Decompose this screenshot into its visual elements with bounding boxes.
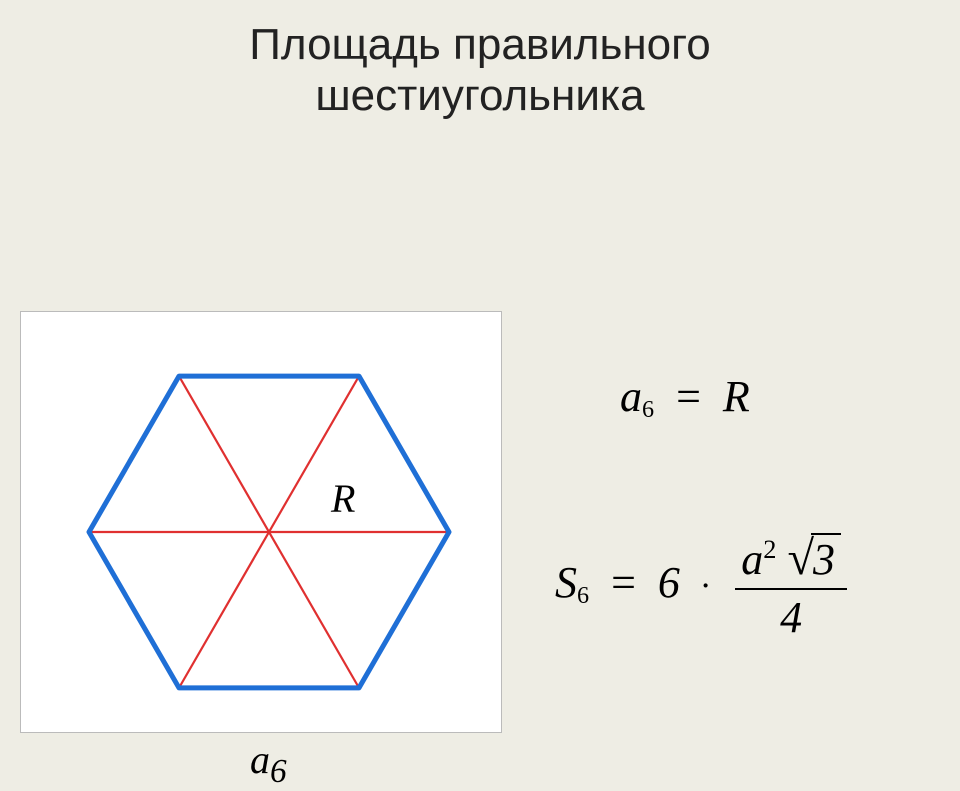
title-line1: Площадь правильного xyxy=(249,20,710,69)
page-title: Площадь правильного шестиугольника xyxy=(0,0,960,121)
content-area: R a6 a6 = R S6 = 6 · a2 √3 4 xyxy=(0,121,960,681)
title-line2: шестиугольника xyxy=(315,71,644,120)
fraction: a2 √3 4 xyxy=(735,531,847,643)
side-label-a6: a6 xyxy=(250,736,287,791)
diagram-box: R xyxy=(20,311,502,733)
formula-area-hexagon: S6 = 6 · a2 √3 4 xyxy=(555,531,851,643)
formula-side-equals-R: a6 = R xyxy=(620,371,750,424)
radius-label-R: R xyxy=(330,476,355,521)
hexagon-diagram: R xyxy=(21,312,501,732)
sqrt: √3 xyxy=(787,531,841,586)
